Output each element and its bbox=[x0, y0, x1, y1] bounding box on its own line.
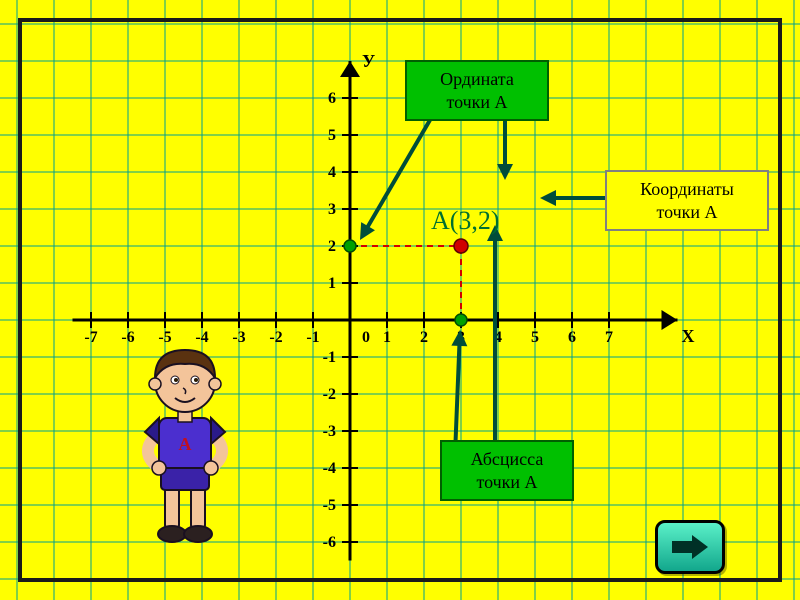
coords-box-line2: точки А bbox=[656, 202, 717, 222]
svg-text:-6: -6 bbox=[323, 534, 336, 551]
coords-box: Координаты точки А bbox=[605, 170, 769, 231]
svg-text:2: 2 bbox=[420, 329, 428, 346]
svg-text:3: 3 bbox=[328, 201, 336, 218]
svg-text:0: 0 bbox=[362, 329, 370, 346]
arrow-right-icon bbox=[670, 533, 710, 561]
svg-text:-2: -2 bbox=[269, 329, 282, 346]
svg-text:-4: -4 bbox=[195, 329, 208, 346]
svg-text:-5: -5 bbox=[323, 497, 336, 514]
svg-text:-6: -6 bbox=[121, 329, 134, 346]
svg-text:Х: Х bbox=[682, 326, 695, 346]
ordinate-box: Ордината точки А bbox=[405, 60, 549, 121]
svg-text:1: 1 bbox=[328, 275, 336, 292]
svg-text:-3: -3 bbox=[323, 423, 336, 440]
svg-text:4: 4 bbox=[328, 164, 336, 181]
svg-text:7: 7 bbox=[605, 329, 613, 346]
next-button[interactable] bbox=[655, 520, 725, 574]
svg-text:6: 6 bbox=[568, 329, 576, 346]
svg-text:6: 6 bbox=[328, 90, 336, 107]
svg-text:-1: -1 bbox=[306, 329, 319, 346]
ordinate-box-line1: Ордината bbox=[440, 69, 514, 89]
abscissa-box-line2: точки А bbox=[476, 472, 537, 492]
abscissa-box-line1: Абсцисса bbox=[471, 449, 544, 469]
svg-text:2: 2 bbox=[328, 238, 336, 255]
abscissa-box: Абсцисса точки А bbox=[440, 440, 574, 501]
svg-text:1: 1 bbox=[383, 329, 391, 346]
coords-box-line1: Координаты bbox=[640, 179, 734, 199]
svg-text:-1: -1 bbox=[323, 349, 336, 366]
svg-text:-4: -4 bbox=[323, 460, 336, 477]
svg-text:-2: -2 bbox=[323, 386, 336, 403]
svg-text:А: А bbox=[179, 434, 192, 454]
svg-text:-5: -5 bbox=[158, 329, 171, 346]
svg-text:-3: -3 bbox=[232, 329, 245, 346]
point-a-label: А(3,2) bbox=[431, 206, 500, 236]
ordinate-box-line2: точки А bbox=[446, 92, 507, 112]
svg-text:5: 5 bbox=[328, 127, 336, 144]
svg-text:5: 5 bbox=[531, 329, 539, 346]
coordinate-diagram: -7-6-5-4-3-2-11234567-6-5-4-3-2-11234560… bbox=[0, 0, 800, 600]
svg-text:-7: -7 bbox=[84, 329, 97, 346]
svg-text:У: У bbox=[362, 51, 375, 71]
